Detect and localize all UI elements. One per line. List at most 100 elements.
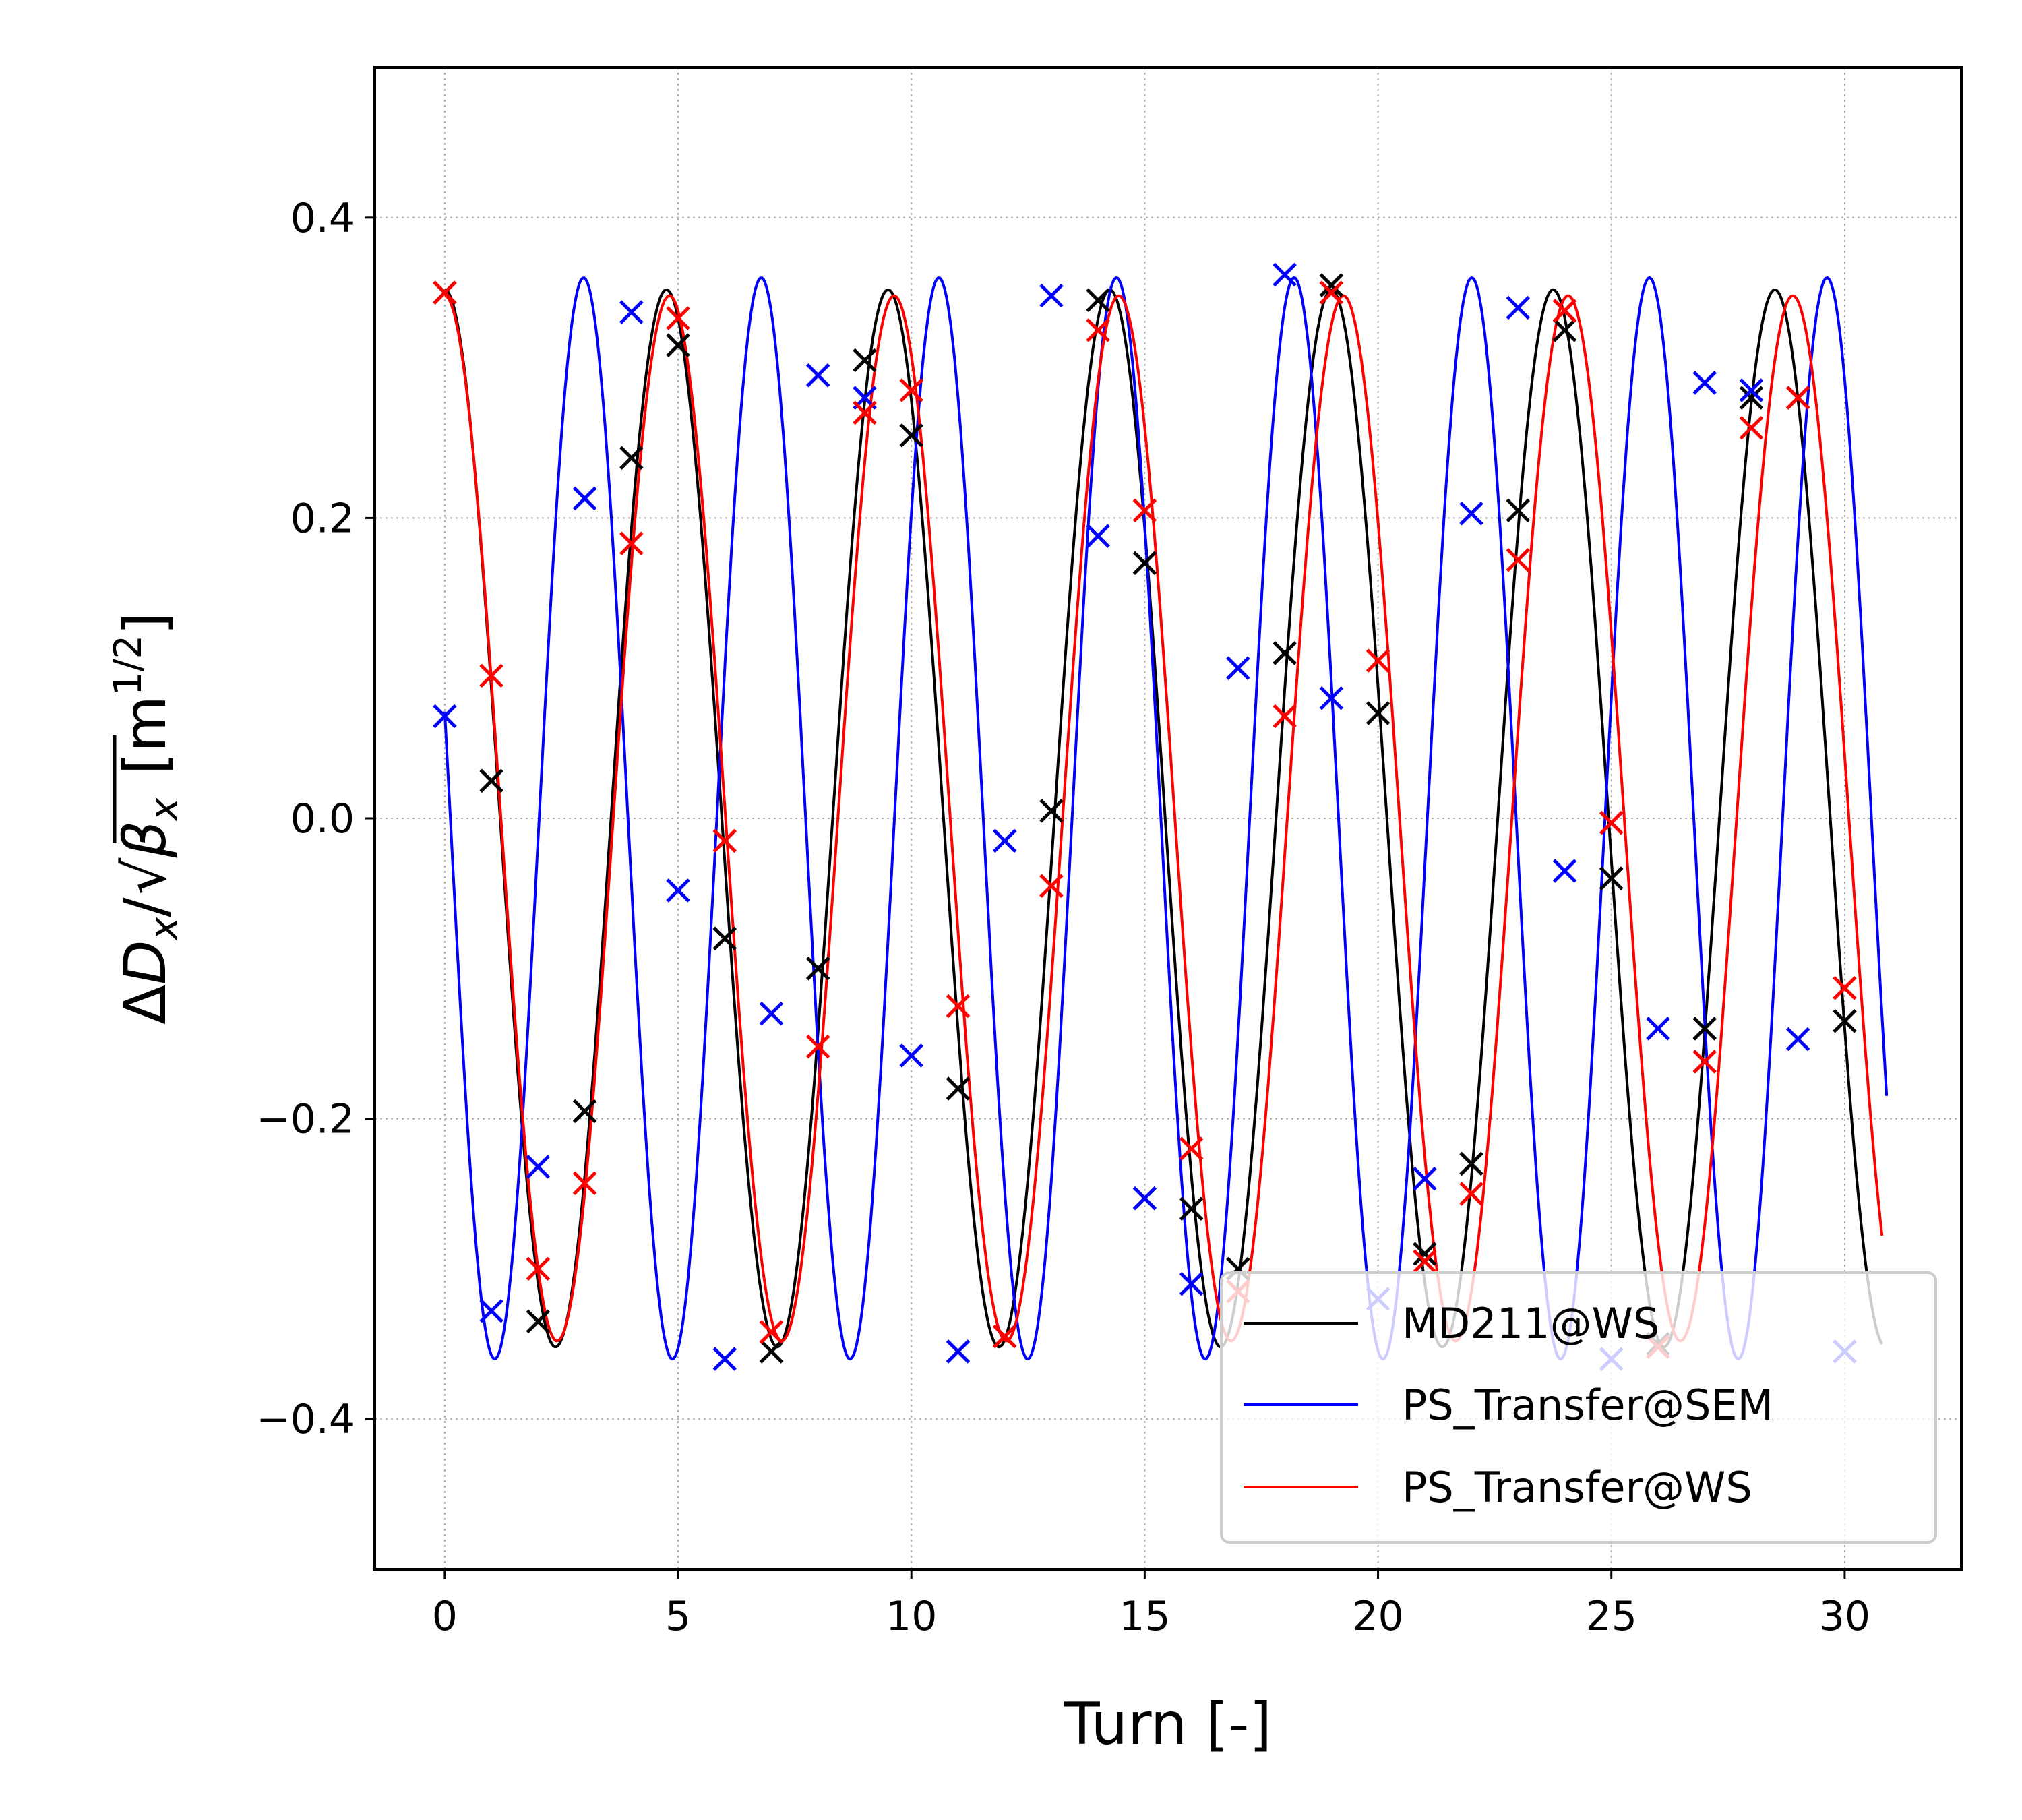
data-point-ps-transfer-sem — [1086, 524, 1110, 548]
data-point-ps-transfer-ws — [1039, 874, 1064, 899]
data-point-ps-transfer-ws — [805, 1034, 830, 1059]
data-point-ps-transfer-sem — [805, 363, 830, 388]
data-point-ps-transfer-sem — [1179, 1271, 1204, 1296]
data-point-ps-transfer-ws — [1739, 415, 1764, 440]
fit-curve-ps-transfer-sem — [443, 276, 1889, 1361]
y-label-numerator-sub: x — [141, 917, 187, 942]
data-point-ps-transfer-ws — [712, 828, 737, 853]
data-point-ps-transfer-sem — [572, 486, 597, 511]
data-point-ps-transfer-sem — [433, 704, 457, 729]
data-point-ps-transfer-ws — [1785, 386, 1810, 410]
x-tick-label: 10 — [886, 1593, 937, 1640]
y-label-unit-exp: 1/2 — [106, 635, 150, 696]
data-point-md211-ws — [666, 333, 690, 357]
data-point-ps-transfer-sem — [712, 1347, 737, 1371]
data-point-ps-transfer-sem — [479, 1299, 503, 1323]
data-point-md211-ws — [526, 1309, 551, 1334]
x-tick-label: 0 — [432, 1593, 458, 1640]
y-tick-label: 0.2 — [290, 495, 355, 542]
data-point-ps-transfer-ws — [666, 306, 690, 330]
data-point-md211-ws — [1833, 1009, 1857, 1033]
data-point-ps-transfer-sem — [1039, 283, 1064, 308]
data-point-ps-transfer-ws — [1599, 810, 1624, 835]
data-point-ps-transfer-ws — [1179, 1136, 1204, 1161]
data-point-ps-transfer-sem — [666, 878, 690, 903]
data-point-ps-transfer-sem — [1132, 1186, 1157, 1211]
y-tick-label: 0.0 — [290, 795, 355, 843]
y-tick-label: −0.4 — [256, 1396, 355, 1443]
y-label-unit-close: ] — [112, 612, 179, 635]
data-point-md211-ws — [1319, 273, 1344, 297]
data-point-ps-transfer-ws — [1692, 1050, 1717, 1074]
data-point-ps-transfer-sem — [1646, 1017, 1670, 1041]
data-point-ps-transfer-ws — [433, 280, 457, 305]
fit-curve-md211-ws — [444, 288, 1884, 1349]
x-tick-label: 20 — [1352, 1593, 1403, 1640]
data-point-md211-ws — [1132, 551, 1157, 576]
data-point-md211-ws — [572, 1099, 597, 1124]
data-point-ps-transfer-sem — [1506, 295, 1531, 320]
y-label-unit-open: [m — [112, 696, 179, 775]
data-point-md211-ws — [1692, 1017, 1717, 1041]
legend-label-md211-ws: MD211@WS — [1402, 1299, 1659, 1348]
data-point-md211-ws — [479, 768, 503, 793]
data-point-ps-transfer-ws — [526, 1256, 551, 1281]
legend-label-ps-transfer-sem: PS_Transfer@SEM — [1402, 1381, 1773, 1430]
data-points — [433, 262, 1857, 1371]
x-tick-label: 25 — [1586, 1593, 1637, 1640]
y-label-numerator: D — [112, 940, 179, 985]
data-point-ps-transfer-ws — [1459, 1182, 1483, 1206]
data-point-ps-transfer-ws — [1319, 280, 1344, 305]
data-point-ps-transfer-sem — [899, 1043, 923, 1068]
data-point-ps-transfer-ws — [759, 1320, 784, 1344]
data-point-md211-ws — [1506, 498, 1531, 523]
y-tick-label: 0.4 — [290, 195, 355, 242]
y-tick-label: −0.2 — [256, 1096, 355, 1143]
data-point-ps-transfer-sem — [1552, 859, 1577, 883]
y-label-radicand-sub: x — [141, 797, 187, 822]
data-point-ps-transfer-sem — [1226, 656, 1250, 680]
legend-box — [1220, 1271, 1937, 1544]
data-point-md211-ws — [712, 926, 737, 951]
data-point-ps-transfer-ws — [946, 994, 971, 1019]
data-point-ps-transfer-ws — [992, 1324, 1017, 1349]
data-point-ps-transfer-ws — [1833, 975, 1857, 1000]
data-point-ps-transfer-sem — [619, 300, 644, 324]
data-point-md211-ws — [1599, 866, 1624, 890]
data-point-md211-ws — [805, 957, 830, 981]
data-point-ps-transfer-sem — [1413, 1166, 1437, 1191]
data-point-ps-transfer-ws — [1506, 548, 1531, 572]
data-point-ps-transfer-sem — [1692, 371, 1717, 395]
data-point-ps-transfer-ws — [1552, 299, 1577, 323]
data-point-ps-transfer-ws — [572, 1171, 597, 1196]
data-point-ps-transfer-ws — [899, 378, 923, 402]
y-label-radical: √ — [112, 857, 179, 894]
data-point-md211-ws — [759, 1339, 784, 1364]
data-point-ps-transfer-sem — [946, 1339, 971, 1364]
data-point-md211-ws — [1366, 701, 1390, 725]
y-label-delta: Δ — [112, 985, 179, 1025]
y-axis-label: ΔDx/√βx[m1/2] — [106, 612, 187, 1024]
data-point-md211-ws — [946, 1076, 971, 1101]
data-point-ps-transfer-ws — [1366, 648, 1390, 673]
x-tick-label: 15 — [1119, 1593, 1170, 1640]
data-point-md211-ws — [853, 348, 877, 373]
data-point-md211-ws — [1039, 799, 1064, 823]
x-tick-label: 30 — [1819, 1593, 1870, 1640]
data-point-ps-transfer-sem — [526, 1155, 551, 1179]
x-tick-label: 5 — [665, 1593, 691, 1640]
data-point-ps-transfer-sem — [759, 1001, 784, 1026]
data-point-ps-transfer-sem — [1739, 378, 1764, 402]
data-point-ps-transfer-ws — [1413, 1249, 1437, 1274]
data-point-md211-ws — [1179, 1196, 1204, 1221]
legend-label-ps-transfer-ws: PS_Transfer@WS — [1402, 1463, 1752, 1512]
data-point-ps-transfer-ws — [1273, 704, 1297, 729]
data-point-ps-transfer-sem — [992, 828, 1017, 853]
data-point-ps-transfer-ws — [853, 400, 877, 425]
axis-ticks: 0 5 10 15 20 25 30 −0.4 −0.2 0.0 0.2 0.4 — [256, 195, 1870, 1640]
data-point-md211-ws — [899, 423, 923, 448]
data-point-ps-transfer-sem — [1785, 1027, 1810, 1052]
y-label-slash: / — [112, 897, 179, 917]
data-point-ps-transfer-ws — [1086, 318, 1110, 342]
